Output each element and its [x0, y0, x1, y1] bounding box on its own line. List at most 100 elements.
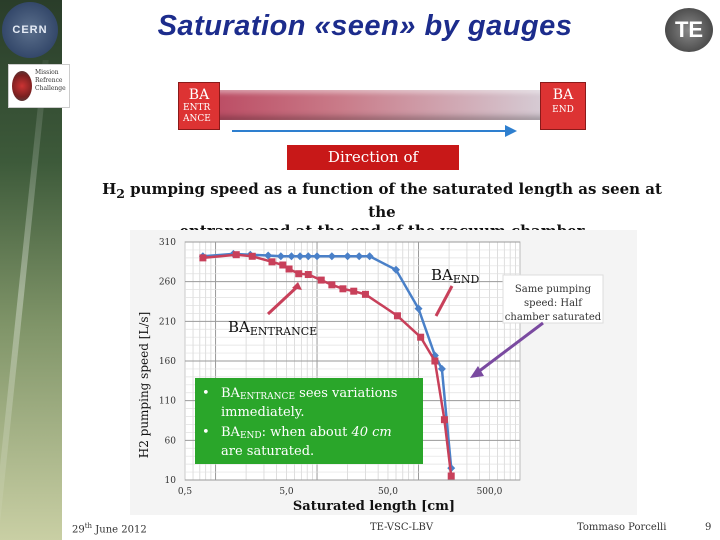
x-tick-label: 50,0: [378, 487, 398, 497]
footer-date-day: 29: [72, 524, 85, 536]
saturation-arrow-head: [505, 125, 517, 137]
te-logo-text: TE: [674, 17, 704, 42]
vacuum-chamber-tube: [180, 90, 575, 120]
bullet-2-pre: BA: [221, 425, 241, 440]
y-tick-label: 310: [159, 238, 176, 248]
annotation-same-pumping-line: chamber saturated: [505, 312, 602, 323]
ba-end-sub: END: [552, 105, 574, 115]
mrc-logo-line: Refrence: [35, 77, 63, 84]
data-point-baentrance: [268, 258, 276, 266]
data-point-baend: [276, 252, 285, 261]
subtitle-h: H: [102, 180, 117, 198]
data-point-baend: [414, 304, 423, 313]
subtitle-rest: pumping speed as a function of the satur…: [124, 180, 662, 221]
bullet-2: BAEND: when about 40 cm: [221, 425, 392, 441]
bullet-2-em: 40 cm: [350, 425, 391, 440]
mrc-logo-line: Challenge: [35, 85, 66, 92]
data-point-baentrance: [447, 472, 455, 480]
footer-author: Tommaso Porcelli: [577, 522, 667, 533]
data-point-baend: [437, 364, 446, 373]
cern-logo-text: CERN: [12, 24, 48, 36]
annotation-same-pumping-box: [502, 274, 604, 324]
annotation-arrow-ba-end: [434, 285, 454, 317]
annotation-ba-end-sub: END: [453, 273, 480, 286]
data-point-baend: [392, 265, 401, 274]
data-point-baend: [355, 252, 364, 261]
footer-date-suffix: th: [84, 522, 93, 530]
x-tick-label: 5,0: [279, 487, 294, 497]
annotation-bullet-box: • BAENTRANCE sees variationsimmediately.•…: [195, 378, 423, 464]
data-point-baend: [365, 252, 374, 261]
annotation-arrow-same-pumping: [477, 321, 544, 374]
data-point-baentrance: [304, 271, 312, 279]
footer-date-rest: June 2012: [92, 524, 147, 536]
data-point-baentrance: [431, 357, 439, 365]
y-tick-label: 210: [159, 317, 176, 327]
annotation-same-pumping-line: Same pumping: [515, 284, 592, 295]
data-point-baend: [304, 252, 313, 261]
cern-logo: CERN: [2, 2, 58, 58]
y-tick-label: 260: [159, 278, 176, 288]
slide-title: Saturation «seen» by gauges: [157, 10, 573, 42]
data-point-baentrance: [248, 252, 256, 260]
data-point-baentrance: [199, 254, 207, 262]
annotation-arrow-same-pumping-head: [470, 366, 484, 378]
data-point-baentrance: [328, 281, 336, 289]
data-point-baentrance: [317, 276, 325, 284]
subtitle-sub: 2: [116, 186, 125, 201]
data-point-baend: [287, 252, 296, 261]
annotation-ba-entrance-sub: ENTRANCE: [250, 325, 317, 338]
bullet-marker: •: [202, 425, 210, 440]
direction-of-saturation-label: Direction of saturation: [287, 145, 459, 191]
bullet-1: BAENTRANCE sees variations: [221, 386, 397, 402]
mrc-logo-text: Mission Refrence Challenge: [35, 69, 66, 93]
annotation-ba-end-main: BA: [431, 266, 453, 284]
mrc-logo-disk: [12, 71, 32, 101]
bullet-1-pre: BA: [221, 386, 241, 401]
bullet-2-cont: are saturated.: [221, 444, 314, 459]
te-logo: TE: [665, 8, 713, 52]
bullet-marker: •: [202, 386, 210, 401]
data-point-baend: [296, 252, 305, 261]
data-point-baentrance: [350, 287, 358, 295]
y-axis-label: H2 pumping speed [L/s]: [137, 312, 151, 459]
data-point-baentrance: [279, 261, 287, 269]
annotation-same-pumping-line: speed: Half: [524, 298, 583, 309]
annotation-ba-entrance: BAENTRANCE: [228, 318, 317, 338]
mrc-logo: Mission Refrence Challenge: [8, 64, 70, 108]
ba-entrance-label: BA: [188, 87, 210, 103]
mrc-logo-line: Mission: [35, 69, 59, 76]
y-tick-label: 110: [159, 397, 176, 407]
data-point-baentrance: [393, 312, 401, 320]
y-tick-label: 10: [165, 476, 177, 486]
data-point-baend: [343, 252, 352, 261]
bullet-1-sub: ENTRANCE: [240, 392, 295, 402]
footer-group: TE-VSC-LBV: [370, 522, 434, 533]
annotation-arrow-ba-entrance: [266, 284, 300, 316]
y-tick-label: 60: [165, 436, 177, 446]
data-point-baentrance: [295, 270, 303, 278]
data-point-baentrance: [339, 285, 347, 293]
annotation-arrow-ba-entrance-head: [292, 282, 302, 290]
footer-date: 29th June 2012: [72, 522, 147, 535]
ba-end-gauge: BA END: [540, 82, 586, 130]
data-point-baend: [327, 252, 336, 261]
data-point-baentrance: [417, 333, 425, 341]
annotation-bullet-box-bg: [195, 378, 423, 464]
bullet-2-sub: END: [240, 431, 262, 441]
bullet-1-cont: immediately.: [221, 405, 305, 420]
data-point-baend: [264, 251, 273, 260]
y-tick-label: 160: [159, 357, 176, 367]
x-tick-label: 0,5: [178, 487, 193, 497]
bullet-1-post: sees variations: [295, 386, 397, 401]
annotation-same-pumping: Same pumping speed: Half chamber saturated: [502, 274, 604, 324]
data-point-baentrance: [361, 290, 369, 298]
data-point-baentrance: [285, 265, 293, 273]
data-point-baentrance: [440, 416, 448, 424]
subtitle-line-1: H2 pumping speed as a function of the sa…: [92, 180, 672, 222]
data-point-baend: [313, 252, 322, 261]
data-point-baentrance: [232, 251, 240, 259]
bullet-2-post: : when about: [262, 425, 352, 440]
x-tick-label: 500,0: [477, 487, 503, 497]
